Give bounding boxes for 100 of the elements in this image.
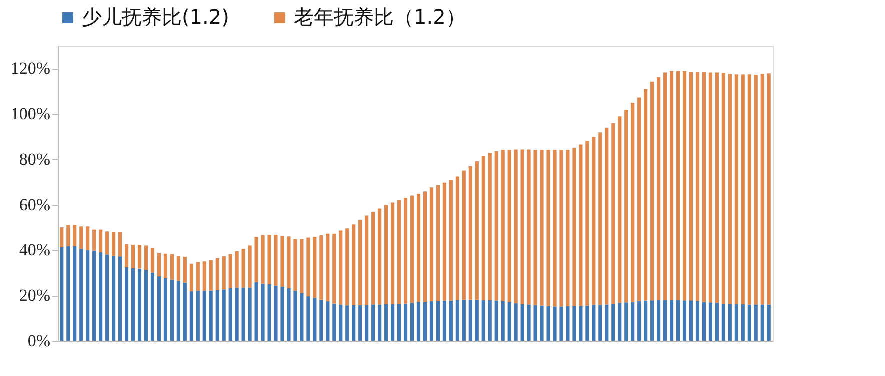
- bar: [164, 278, 168, 341]
- bar: [442, 300, 446, 341]
- bar: [138, 268, 142, 341]
- bar: [60, 248, 64, 341]
- bar: [118, 232, 122, 257]
- bar: [60, 228, 64, 248]
- bar: [358, 305, 362, 341]
- bar: [320, 235, 324, 300]
- bar: [66, 225, 70, 246]
- bar: [598, 305, 602, 341]
- bar: [540, 150, 544, 306]
- bar: [618, 116, 622, 304]
- bar: [682, 71, 687, 301]
- bar: [391, 304, 395, 341]
- bar: [657, 77, 661, 300]
- legend-label: 老年抚养比（1.2）: [294, 5, 466, 29]
- bar: [320, 300, 324, 341]
- bar: [397, 200, 402, 304]
- bar: [598, 132, 602, 306]
- y-tick-label: 100%: [10, 104, 50, 124]
- bar: [423, 192, 428, 302]
- bar: [248, 288, 252, 341]
- bar: [144, 246, 148, 270]
- bar: [475, 162, 479, 300]
- bar: [612, 304, 616, 341]
- bar: [261, 235, 265, 284]
- y-tick-label: 0%: [28, 332, 50, 350]
- bar: [268, 235, 272, 284]
- bar: [73, 246, 77, 341]
- bar: [631, 103, 635, 302]
- bar: [520, 150, 524, 304]
- bar: [644, 300, 648, 341]
- bar: [572, 148, 576, 306]
- bar: [605, 128, 609, 305]
- bar: [715, 303, 719, 341]
- bar: [294, 291, 298, 341]
- bar: [728, 74, 732, 304]
- bar: [767, 304, 771, 341]
- bar: [514, 150, 518, 304]
- bar: [228, 288, 232, 341]
- bar: [728, 304, 732, 341]
- bar: [196, 291, 200, 341]
- bar: [494, 300, 498, 341]
- bar: [300, 293, 304, 341]
- bar: [508, 150, 512, 302]
- bar: [222, 256, 226, 290]
- bar: [689, 72, 694, 301]
- bar: [242, 288, 246, 341]
- bar: [754, 75, 758, 305]
- bar: [254, 282, 258, 341]
- bar: [638, 301, 642, 341]
- bar: [124, 267, 129, 341]
- bar: [579, 306, 583, 341]
- bar: [150, 248, 155, 273]
- bar: [527, 150, 531, 305]
- bar: [326, 234, 330, 302]
- bar: [274, 286, 278, 341]
- bar: [106, 232, 110, 255]
- bar: [696, 72, 700, 302]
- bar: [112, 256, 116, 341]
- bar: [430, 302, 434, 341]
- bar: [702, 72, 706, 302]
- bar: [722, 73, 726, 304]
- bar: [222, 290, 226, 341]
- bar: [216, 290, 220, 341]
- bar: [592, 137, 596, 306]
- bar: [287, 236, 291, 288]
- bar: [384, 304, 388, 341]
- bar: [378, 208, 382, 305]
- legend-label: 少儿抚养比(1.2): [82, 5, 230, 29]
- bar: [339, 230, 343, 305]
- bar: [618, 303, 622, 341]
- bar: [715, 72, 719, 304]
- bar: [150, 272, 155, 341]
- bar: [358, 220, 362, 306]
- bar: [586, 141, 590, 306]
- bar: [313, 237, 317, 298]
- bar: [468, 300, 472, 341]
- y-tick-label: 120%: [10, 59, 50, 78]
- bar: [216, 258, 220, 290]
- bar: [527, 304, 531, 341]
- bar: [436, 301, 440, 341]
- bar: [650, 300, 654, 341]
- bar: [650, 82, 654, 301]
- bar: [196, 262, 200, 292]
- bar: [462, 300, 466, 341]
- bar: [131, 268, 136, 341]
- bar: [294, 239, 298, 292]
- bar: [372, 212, 376, 305]
- bar: [170, 280, 174, 341]
- bar: [430, 188, 434, 302]
- bar: [682, 300, 687, 341]
- bar: [631, 302, 635, 341]
- bar: [676, 71, 680, 300]
- bar: [397, 304, 402, 341]
- bar: [741, 304, 745, 341]
- bar: [112, 232, 116, 256]
- bar: [696, 301, 700, 341]
- bar: [442, 182, 446, 301]
- bar: [365, 305, 369, 341]
